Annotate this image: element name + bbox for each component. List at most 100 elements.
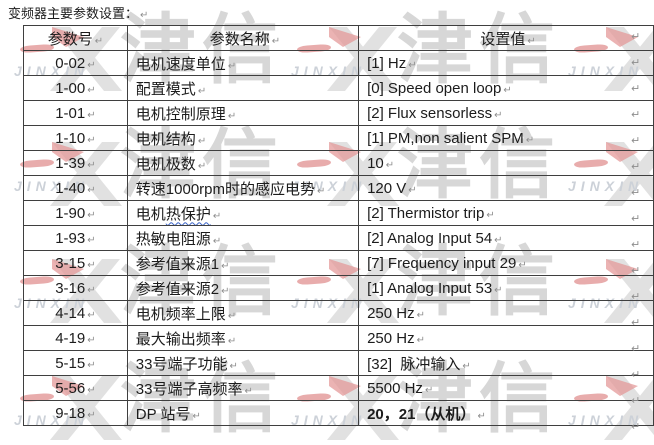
setting-value-cell: 120 V ↵ xyxy=(358,175,654,201)
spellcheck-underlined-text: 热保护 xyxy=(165,205,211,223)
paragraph-mark: ↵ xyxy=(631,369,641,381)
paragraph-mark: ↵ xyxy=(212,210,222,222)
paragraph-mark: ↵ xyxy=(477,410,486,422)
table-row: 1-01 ↵ 电机控制原理 ↵ [2] Flux sensorless ↵ xyxy=(23,100,654,126)
paragraph-mark: ↵ xyxy=(229,360,238,372)
table-row: 3-16 ↵ 参考值来源2 ↵ [1] Analog Input 53 ↵ xyxy=(23,275,654,301)
table-row: 5-56 ↵ 33号端子高频率 ↵ 5500 Hz ↵ xyxy=(23,375,654,401)
param-name-cell: 电机极数 ↵ xyxy=(126,150,360,176)
paragraph-mark: ↵ xyxy=(227,335,237,347)
paragraph-mark: ↵ xyxy=(494,284,503,296)
param-no-cell: 1-90 ↵ xyxy=(23,200,128,226)
paragraph-mark: ↵ xyxy=(87,359,96,371)
table-row: 1-39 ↵ 电机极数 ↵ 10 ↵ xyxy=(23,150,654,176)
param-no-cell: 0-02 ↵ xyxy=(23,50,128,76)
setting-value-cell: 20，21（从机） ↵ xyxy=(358,400,654,426)
paragraph-mark: ↵ xyxy=(631,239,641,251)
paragraph-mark: ↵ xyxy=(94,35,104,47)
paragraph-mark: ↵ xyxy=(527,35,536,47)
param-name-cell: 电机结构 ↵ xyxy=(126,125,360,151)
paragraph-mark: ↵ xyxy=(631,135,641,147)
setting-value-cell: [32] 脉冲输入 ↵ xyxy=(358,350,654,376)
paragraph-mark: ↵ xyxy=(227,110,237,122)
paragraph-mark: ↵ xyxy=(424,384,434,396)
setting-value-cell: [1] PM,non salient SPM ↵ xyxy=(358,125,654,151)
param-no-cell: 3-16 ↵ xyxy=(23,275,128,301)
paragraph-mark: ↵ xyxy=(140,10,149,21)
paragraph-mark: ↵ xyxy=(87,84,96,96)
param-name-cell: 热敏电阻源 ↵ xyxy=(126,225,360,251)
paragraph-mark: ↵ xyxy=(227,310,237,322)
paragraph-mark: ↵ xyxy=(385,159,395,171)
paragraph-mark: ↵ xyxy=(408,184,417,196)
header-param-name: 参数名称 ↵ xyxy=(126,25,360,51)
paragraph-mark: ↵ xyxy=(87,234,96,246)
setting-value-cell: 250 Hz ↵ xyxy=(358,325,654,351)
param-no-cell: 4-14 ↵ xyxy=(23,300,128,326)
paragraph-mark: ↵ xyxy=(192,410,201,422)
paragraph-mark: ↵ xyxy=(494,109,503,121)
paragraph-mark: ↵ xyxy=(197,160,207,172)
paragraph-mark: ↵ xyxy=(271,35,281,47)
param-no-cell: 1-40 ↵ xyxy=(23,175,128,201)
setting-value-cell: [2] Thermistor trip ↵ xyxy=(358,200,654,226)
setting-value-cell: [0] Speed open loop ↵ xyxy=(358,75,654,101)
paragraph-mark: ↵ xyxy=(631,343,641,355)
paragraph-mark: ↵ xyxy=(416,334,425,346)
paragraph-mark: ↵ xyxy=(631,395,641,407)
param-no-cell: 1-10 ↵ xyxy=(23,125,128,151)
param-name-cell: 电机控制原理 ↵ xyxy=(126,100,360,126)
setting-value-cell: [1] Hz ↵ xyxy=(358,50,654,76)
param-no-cell: 1-39 ↵ xyxy=(23,150,128,176)
page-title: 变频器主要参数设置： ↵ xyxy=(8,3,148,22)
paragraph-mark: ↵ xyxy=(416,309,425,321)
paragraph-mark: ↵ xyxy=(631,57,641,69)
parameter-table: 参数号 ↵ 参数名称 ↵ 设置值 ↵ 0-02 ↵ 电机速度单位 ↵ [1] Hz ↵ 1-… xyxy=(23,25,654,426)
setting-value-cell: 10 ↵ xyxy=(358,150,654,176)
paragraph-mark: ↵ xyxy=(87,334,96,346)
table-row: 4-14 ↵ 电机频率上限 ↵ 250 Hz ↵ xyxy=(23,300,654,326)
paragraph-mark: ↵ xyxy=(631,291,641,303)
paragraph-mark: ↵ xyxy=(631,161,641,173)
param-no-cell: 5-15 ↵ xyxy=(23,350,128,376)
paragraph-mark: ↵ xyxy=(221,285,230,297)
paragraph-mark: ↵ xyxy=(197,135,207,147)
paragraph-mark: ↵ xyxy=(87,309,96,321)
paragraph-mark: ↵ xyxy=(631,109,641,121)
param-name-cell: 参考值来源2 ↵ xyxy=(126,275,360,301)
paragraph-mark: ↵ xyxy=(87,259,96,271)
paragraph-mark: ↵ xyxy=(87,109,96,121)
paragraph-mark: ↵ xyxy=(87,409,96,421)
param-name-cell: 电机热保护 ↵ xyxy=(126,200,360,226)
paragraph-mark: ↵ xyxy=(87,209,96,221)
param-no-cell: 5-56 ↵ xyxy=(23,375,128,401)
paragraph-mark: ↵ xyxy=(631,83,641,95)
table-row: 1-90 ↵ 电机热保护 ↵ [2] Thermistor trip ↵ xyxy=(23,200,654,226)
paragraph-mark: ↵ xyxy=(212,235,222,247)
param-name-cell: 配置模式 ↵ xyxy=(126,75,360,101)
paragraph-mark: ↵ xyxy=(87,159,96,171)
table-row: 4-19 ↵ 最大输出频率 ↵ 250 Hz ↵ xyxy=(23,325,654,351)
paragraph-mark: ↵ xyxy=(87,59,96,71)
setting-value-cell: [1] Analog Input 53 ↵ xyxy=(358,275,654,301)
table-header-row: 参数号 ↵ 参数名称 ↵ 设置值 ↵ xyxy=(23,25,654,51)
param-name-cell: 33号端子高频率 ↵ xyxy=(126,375,360,401)
header-setting-value: 设置值 ↵ xyxy=(358,25,654,51)
param-name-cell: 电机频率上限 ↵ xyxy=(126,300,360,326)
param-no-cell: 1-01 ↵ xyxy=(23,100,128,126)
table-row: 1-93 ↵ 热敏电阻源 ↵ [2] Analog Input 54 ↵ xyxy=(23,225,654,251)
param-no-cell: 1-00 ↵ xyxy=(23,75,128,101)
paragraph-mark: ↵ xyxy=(197,85,207,97)
table-row: 0-02 ↵ 电机速度单位 ↵ [1] Hz ↵ xyxy=(23,50,654,76)
param-no-cell: 4-19 ↵ xyxy=(23,325,128,351)
paragraph-mark: ↵ xyxy=(227,60,237,72)
param-name-cell: 电机速度单位 ↵ xyxy=(126,50,360,76)
table-row: 3-15 ↵ 参考值来源1 ↵ [7] Frequency input 29 ↵ xyxy=(23,250,654,276)
table-row: 1-40 ↵ 转速1000rpm时的感应电势 ↵ 120 V ↵ xyxy=(23,175,654,201)
setting-value-cell: [7] Frequency input 29 ↵ xyxy=(358,250,654,276)
paragraph-mark: ↵ xyxy=(87,284,96,296)
setting-value-cell: 5500 Hz ↵ xyxy=(358,375,654,401)
table-row: 1-10 ↵ 电机结构 ↵ [1] PM,non salient SPM ↵ xyxy=(23,125,654,151)
param-name-cell: 转速1000rpm时的感应电势 ↵ xyxy=(126,175,360,201)
